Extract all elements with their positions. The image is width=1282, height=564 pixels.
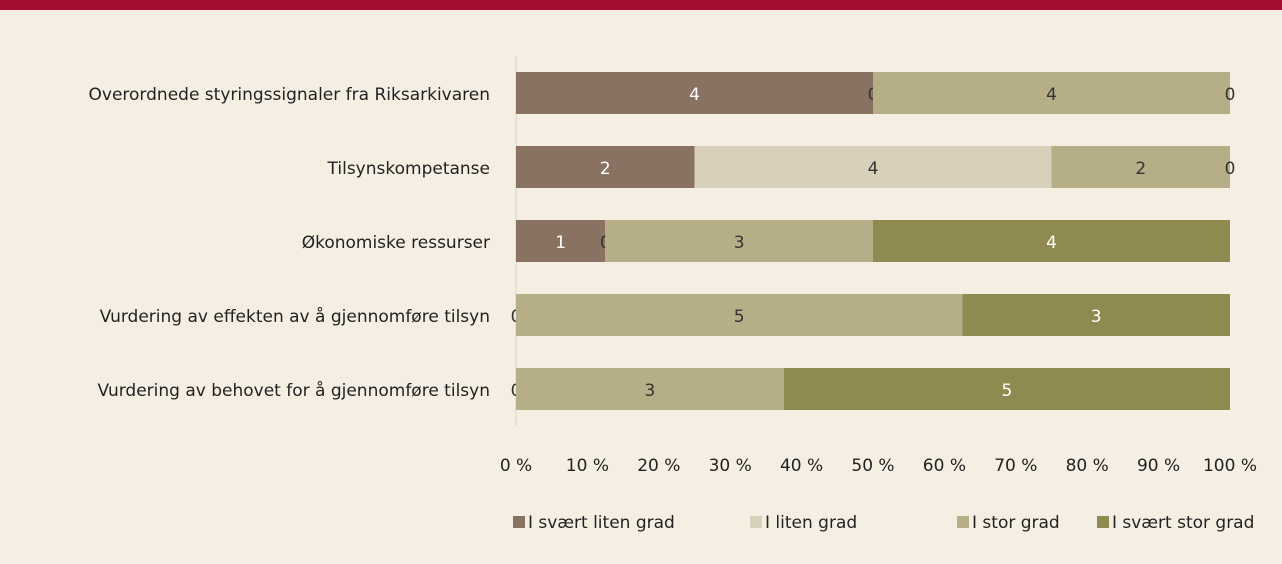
y-tick-label: Overordnede styringssignaler fra Riksark… [89,85,490,105]
legend-label: I svært stor grad [1112,513,1254,533]
legend-swatch [1097,516,1109,528]
data-label: 2 [600,159,611,179]
bar-segment [516,368,784,410]
legend-label: I stor grad [972,513,1060,533]
x-tick-label: 60 % [923,456,966,476]
y-tick-label: Tilsynskompetanse [327,159,490,179]
data-label: 4 [1046,233,1057,253]
x-tick-label: 80 % [1066,456,1109,476]
x-tick-label: 40 % [780,456,823,476]
x-tick-label: 30 % [709,456,752,476]
x-tick-label: 100 % [1203,456,1257,476]
x-tick-label: 0 % [500,456,532,476]
data-label: 3 [644,381,655,401]
data-label: 3 [1091,307,1102,327]
bar-segment [516,294,963,336]
bar-segment [694,146,1052,188]
bar-segment [873,220,1230,262]
y-tick-label: Vurdering av behovet for å gjennomføre t… [97,380,490,401]
bar-segment [1051,146,1230,188]
bar-segment [873,72,1230,114]
bar-segment [516,146,695,188]
data-label: 4 [689,85,700,105]
x-tick-label: 20 % [637,456,680,476]
legend-label: I liten grad [765,513,857,533]
legend-swatch [750,516,762,528]
x-tick-label: 90 % [1137,456,1180,476]
data-label: 0 [1225,159,1236,179]
legend-label: I svært liten grad [528,513,675,533]
data-label: 4 [1046,85,1057,105]
x-tick-label: 10 % [566,456,609,476]
data-label: 5 [1001,381,1012,401]
top-banner [0,0,1282,10]
data-label: 5 [734,307,745,327]
data-label: 2 [1135,159,1146,179]
data-label: 3 [734,233,745,253]
bar-segment [605,220,873,262]
data-label: 4 [868,159,879,179]
data-label: 0 [1225,85,1236,105]
bar-segment [516,220,606,262]
y-tick-label: Økonomiske ressurser [302,233,490,253]
legend-swatch [957,516,969,528]
x-tick-label: 50 % [851,456,894,476]
legend-swatch [513,516,525,528]
x-tick-label: 70 % [994,456,1037,476]
bar-segment [783,368,1230,410]
bar-segment [962,294,1230,336]
data-label: 1 [555,233,566,253]
bar-segment [516,72,873,114]
y-tick-label: Vurdering av effekten av å gjennomføre t… [100,306,490,327]
